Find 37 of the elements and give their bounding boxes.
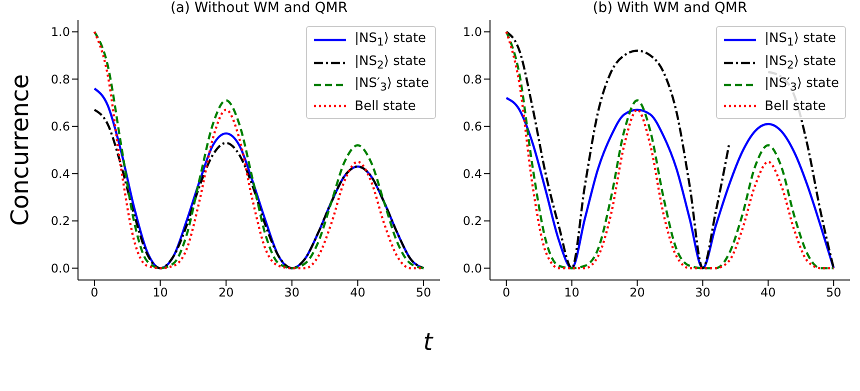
legend-label: Bell state bbox=[354, 98, 416, 116]
x-tick-label: 10 bbox=[152, 286, 168, 300]
x-tick-label: 30 bbox=[284, 286, 300, 300]
x-tick-label: 20 bbox=[218, 286, 234, 300]
chart-title: (a) Without WM and QMR bbox=[169, 0, 349, 16]
x-tick-label: 0 bbox=[90, 286, 98, 300]
x-tick-label: 30 bbox=[695, 286, 710, 300]
y-tick-label: 0.6 bbox=[50, 120, 70, 134]
x-tick-label: 50 bbox=[416, 286, 432, 300]
legend-label: |NS$_{1}$⟩ state bbox=[764, 30, 836, 51]
y-tick-label: 0.6 bbox=[462, 120, 482, 134]
y-tick-label: 0.4 bbox=[50, 166, 70, 181]
x-tick-label: 50 bbox=[826, 286, 842, 300]
legend-label: |NS′$_{3}$⟩ state bbox=[354, 75, 429, 96]
y-tick-label: 0.2 bbox=[462, 214, 482, 228]
x-axis-title: t bbox=[423, 328, 433, 356]
y-tick-label: 0.0 bbox=[50, 261, 70, 276]
y-tick-label: 0.4 bbox=[462, 166, 482, 181]
legend-label: |NS′$_{3}$⟩ state bbox=[764, 75, 839, 96]
x-tick-label: 10 bbox=[564, 286, 580, 300]
y-tick-label: 1.0 bbox=[50, 25, 70, 40]
x-tick-label: 40 bbox=[350, 286, 366, 300]
chart-title: (b) With WM and QMR bbox=[592, 0, 748, 16]
legend-label: Bell state bbox=[764, 98, 826, 116]
y-tick-label: 0.8 bbox=[462, 72, 482, 86]
x-tick-label: 0 bbox=[502, 286, 510, 300]
x-tick-label: 40 bbox=[760, 286, 776, 300]
y-axis-title: Concurrence bbox=[6, 74, 34, 226]
y-tick-label: 0.8 bbox=[50, 72, 70, 86]
y-tick-label: 0.0 bbox=[462, 261, 482, 276]
legend-label: |NS$_{1}$⟩ state bbox=[354, 30, 426, 51]
legend-label: |NS$_{2}$⟩ state bbox=[354, 52, 426, 74]
y-tick-label: 0.2 bbox=[50, 214, 70, 228]
legend-label: |NS$_{2}$⟩ state bbox=[764, 52, 836, 74]
x-tick-label: 20 bbox=[630, 286, 645, 300]
y-tick-label: 1.0 bbox=[462, 25, 482, 40]
line-series bbox=[505, 96, 835, 270]
